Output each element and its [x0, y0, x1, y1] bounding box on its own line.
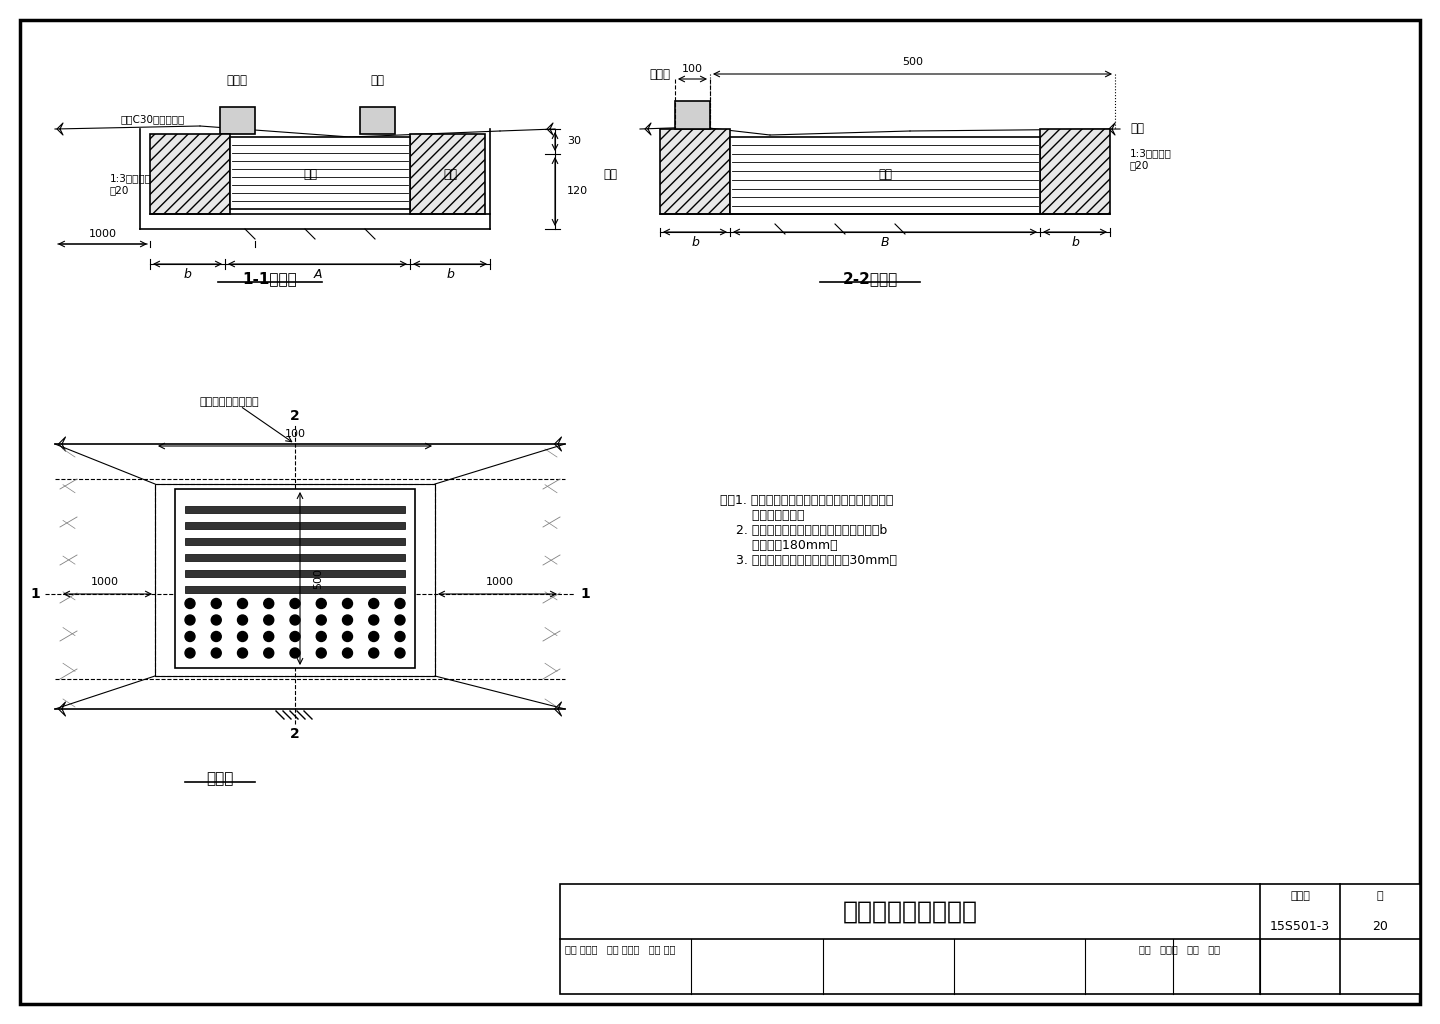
Circle shape	[212, 615, 222, 625]
Circle shape	[264, 648, 274, 658]
Circle shape	[212, 648, 222, 658]
Text: 图集号: 图集号	[1290, 891, 1310, 901]
Bar	[156, 484, 435, 676]
Circle shape	[289, 598, 300, 608]
Text: 2: 2	[289, 727, 300, 741]
Circle shape	[369, 632, 379, 641]
Text: 2-2剖面图: 2-2剖面图	[842, 271, 897, 287]
Text: 现浇C30混凝土座圈: 现浇C30混凝土座圈	[121, 114, 184, 124]
Circle shape	[212, 632, 222, 641]
Circle shape	[369, 648, 379, 658]
Circle shape	[238, 648, 248, 658]
Bar	[176, 489, 415, 668]
Text: 井筒: 井筒	[603, 168, 616, 180]
Text: 1000: 1000	[88, 229, 117, 239]
Bar	[730, 137, 1040, 214]
Text: 路面: 路面	[1130, 123, 1143, 135]
Text: 120: 120	[567, 186, 588, 197]
Bar	[156, 484, 435, 676]
Circle shape	[317, 615, 327, 625]
Circle shape	[212, 598, 222, 608]
Text: 注：1. 图中井筒材料：砖砌体、混凝土模块砌体、
        钢筋混凝土等。
    2. 图中混凝土座圈宽度不应小于井筒宽度b
        且不小于1: 注：1. 图中井筒材料：砖砌体、混凝土模块砌体、 钢筋混凝土等。 2. 图中混凝…	[720, 494, 897, 567]
Text: 100: 100	[285, 429, 305, 439]
Text: 支座: 支座	[370, 75, 384, 87]
Text: b: b	[183, 267, 192, 281]
Circle shape	[184, 615, 194, 625]
Text: 1: 1	[580, 587, 590, 601]
Text: 2: 2	[289, 409, 300, 423]
Circle shape	[238, 615, 248, 625]
Text: b: b	[691, 236, 698, 249]
Circle shape	[343, 598, 353, 608]
Bar	[184, 506, 405, 513]
Bar	[230, 137, 410, 209]
Text: 1:3水泥砂浆
厚20: 1:3水泥砂浆 厚20	[1130, 148, 1172, 170]
Text: 1:3水泥砂浆
厚20: 1:3水泥砂浆 厚20	[109, 173, 151, 195]
Text: B: B	[881, 236, 890, 249]
Text: 立缘石: 立缘石	[226, 75, 248, 87]
Bar	[410, 134, 485, 214]
Circle shape	[264, 598, 274, 608]
Circle shape	[343, 632, 353, 641]
Text: 15S501-3: 15S501-3	[1270, 921, 1331, 934]
Text: 两块立缘石取中放置: 两块立缘石取中放置	[200, 397, 259, 407]
Bar	[660, 129, 730, 214]
Circle shape	[264, 615, 274, 625]
Text: 1000: 1000	[487, 577, 514, 587]
Circle shape	[317, 648, 327, 658]
Circle shape	[184, 598, 194, 608]
Text: 箅子: 箅子	[878, 168, 891, 180]
Circle shape	[238, 598, 248, 608]
Circle shape	[395, 632, 405, 641]
Text: 30: 30	[567, 136, 580, 146]
Text: 1000: 1000	[91, 577, 120, 587]
Text: b: b	[1071, 236, 1079, 249]
Circle shape	[264, 632, 274, 641]
Bar	[184, 554, 405, 561]
Circle shape	[395, 648, 405, 658]
Text: 井筒: 井筒	[444, 168, 456, 180]
Bar	[184, 586, 405, 593]
Circle shape	[395, 615, 405, 625]
Circle shape	[317, 632, 327, 641]
Text: 立缘石: 立缘石	[649, 68, 671, 81]
Text: 1-1剖面图: 1-1剖面图	[242, 271, 298, 287]
Circle shape	[343, 615, 353, 625]
Bar	[220, 106, 255, 134]
Text: 偏沟式单水箅安装图: 偏沟式单水箅安装图	[842, 899, 978, 924]
Circle shape	[369, 615, 379, 625]
Circle shape	[369, 598, 379, 608]
Circle shape	[238, 632, 248, 641]
Text: 500: 500	[312, 568, 323, 589]
Text: b: b	[446, 267, 454, 281]
Text: 20: 20	[1372, 921, 1388, 934]
Bar	[675, 101, 710, 129]
Text: 审核 赵兴国   校对 钟建庆   设计 叶珠: 审核 赵兴国 校对 钟建庆 设计 叶珠	[564, 944, 675, 954]
Circle shape	[184, 632, 194, 641]
Circle shape	[395, 598, 405, 608]
Text: 页: 页	[1377, 891, 1384, 901]
Text: 平面图: 平面图	[206, 771, 233, 786]
Bar	[184, 538, 405, 545]
Bar	[560, 884, 1420, 994]
Circle shape	[289, 648, 300, 658]
Bar	[184, 569, 405, 577]
Text: 箅子: 箅子	[302, 168, 317, 180]
Bar	[1040, 129, 1110, 214]
Circle shape	[184, 648, 194, 658]
Bar	[150, 134, 230, 214]
Circle shape	[289, 632, 300, 641]
Bar	[360, 106, 395, 134]
Circle shape	[343, 648, 353, 658]
Circle shape	[289, 615, 300, 625]
Text: 100: 100	[683, 63, 703, 74]
Text: A: A	[314, 267, 321, 281]
Bar	[184, 522, 405, 529]
Circle shape	[317, 598, 327, 608]
Text: 翁炯   俞意凡   叶珠   叶雁: 翁炯 俞意凡 叶珠 叶雁	[1139, 944, 1220, 954]
Text: 1: 1	[30, 587, 40, 601]
Text: 500: 500	[901, 57, 923, 67]
